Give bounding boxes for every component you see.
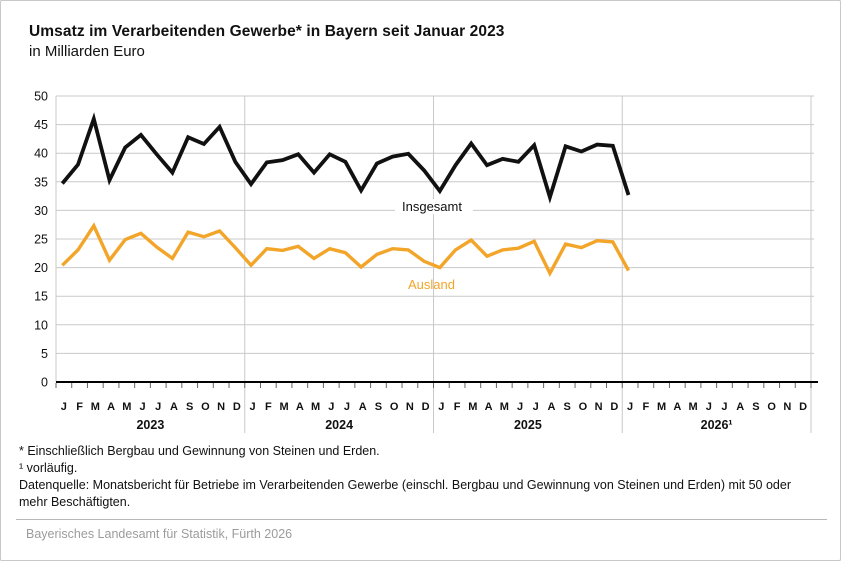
y-tick-label-45: 45 — [34, 118, 48, 132]
y-tick-label-30: 30 — [34, 204, 48, 218]
month-label: D — [610, 401, 618, 413]
series-label-insgesamt: Insgesamt — [402, 199, 462, 214]
month-label: S — [375, 401, 382, 413]
y-tick-label-40: 40 — [34, 147, 48, 161]
month-label: M — [657, 401, 666, 413]
month-label: A — [359, 401, 367, 413]
month-label: N — [217, 401, 225, 413]
month-label: N — [406, 401, 414, 413]
month-label: N — [783, 401, 791, 413]
month-label: J — [533, 401, 539, 413]
chart-title: Umsatz im Verarbeitenden Gewerbe* in Bay… — [29, 23, 505, 40]
month-label: D — [233, 401, 241, 413]
month-label: A — [673, 401, 681, 413]
y-tick-label-0: 0 — [41, 376, 48, 390]
month-label: D — [799, 401, 807, 413]
month-label: S — [186, 401, 193, 413]
month-label: F — [265, 401, 272, 413]
month-label: M — [122, 401, 131, 413]
footnote-asterisk: * Einschließlich Bergbau und Gewinnung v… — [19, 444, 380, 458]
footer-credit: Bayerisches Landesamt für Statistik, Für… — [26, 527, 293, 541]
month-label: M — [688, 401, 697, 413]
footnotes-block: * Einschließlich Bergbau und Gewinnung v… — [19, 443, 819, 511]
chart-subtitle: in Milliarden Euro — [29, 43, 145, 60]
year-label-2: 2024 — [325, 418, 353, 432]
month-label: F — [454, 401, 461, 413]
month-label: S — [752, 401, 759, 413]
series-line-insgesamt — [60, 112, 631, 204]
y-tick-label-35: 35 — [34, 175, 48, 189]
series-label-ausland: Ausland — [408, 277, 455, 292]
month-label: A — [547, 401, 555, 413]
month-label: M — [279, 401, 288, 413]
month-label: J — [155, 401, 161, 413]
year-label-4: 2026¹ — [701, 418, 733, 432]
series-line-ausland — [61, 222, 630, 278]
month-label: N — [595, 401, 603, 413]
month-label: J — [517, 401, 523, 413]
month-label: M — [500, 401, 509, 413]
series-label-backplate — [395, 199, 473, 214]
y-tick-label-25: 25 — [34, 233, 48, 247]
footer-divider — [16, 519, 827, 520]
y-tick-label-15: 15 — [34, 290, 48, 304]
month-label: J — [627, 401, 633, 413]
footnote-datasource: Datenquelle: Monatsbericht für Betriebe … — [19, 478, 791, 509]
month-label: J — [139, 401, 145, 413]
footnote-preliminary: ¹ vorläufig. — [19, 461, 78, 475]
y-tick-label-5: 5 — [41, 347, 48, 361]
month-label: O — [201, 401, 210, 413]
y-tick-label-50: 50 — [34, 90, 48, 104]
month-label: J — [61, 401, 67, 413]
month-label: M — [91, 401, 100, 413]
month-label: J — [250, 401, 256, 413]
month-label: J — [706, 401, 712, 413]
year-label-1: 2023 — [136, 418, 164, 432]
month-label: J — [328, 401, 334, 413]
month-label: M — [311, 401, 320, 413]
y-tick-label-10: 10 — [34, 318, 48, 332]
month-label: A — [107, 401, 115, 413]
month-label: A — [170, 401, 178, 413]
year-label-3: 2025 — [514, 418, 542, 432]
month-label: A — [296, 401, 304, 413]
month-label: F — [76, 401, 83, 413]
month-label: O — [579, 401, 588, 413]
month-label: J — [438, 401, 444, 413]
month-label: J — [344, 401, 350, 413]
month-label: O — [390, 401, 399, 413]
y-tick-label-20: 20 — [34, 261, 48, 275]
month-label: J — [721, 401, 727, 413]
month-label: D — [422, 401, 430, 413]
month-label: A — [485, 401, 493, 413]
month-label: O — [767, 401, 776, 413]
month-label: M — [468, 401, 477, 413]
month-label: S — [564, 401, 571, 413]
month-label: A — [736, 401, 744, 413]
month-label: F — [642, 401, 649, 413]
